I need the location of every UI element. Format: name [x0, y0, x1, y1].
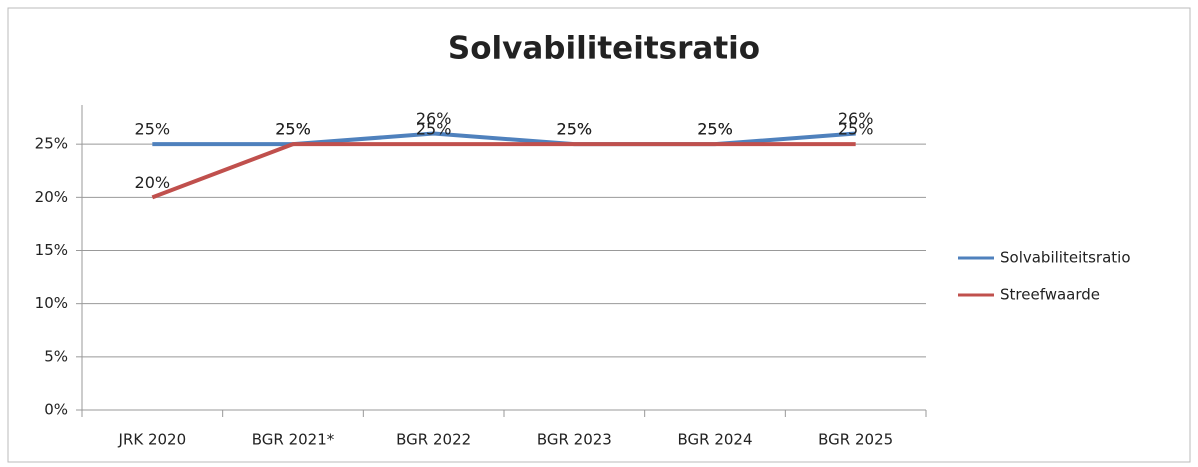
x-tick-label: BGR 2022 — [396, 431, 471, 449]
series-line — [151, 142, 856, 200]
y-tick-label: 20% — [35, 188, 68, 206]
data-label: 26% — [838, 109, 874, 128]
legend-label: Solvabiliteitsratio — [1000, 249, 1131, 267]
y-tick-label: 15% — [35, 241, 68, 259]
data-label: 25% — [697, 120, 733, 139]
x-tick-label: BGR 2024 — [677, 431, 752, 449]
chart-frame — [7, 7, 1191, 463]
x-tick-label: JRK 2020 — [118, 431, 187, 449]
legend-label: Streefwaarde — [1000, 286, 1100, 304]
data-label: 25% — [557, 120, 593, 139]
x-tick-label: BGR 2025 — [818, 431, 893, 449]
x-tick-label: BGR 2021* — [252, 431, 335, 449]
y-tick-label: 10% — [35, 294, 68, 312]
data-label: 25% — [275, 120, 311, 139]
y-tick-label: 5% — [44, 347, 68, 365]
y-tick-label: 25% — [35, 135, 68, 153]
data-label: 25% — [135, 120, 171, 139]
data-label: 25% — [557, 120, 593, 139]
y-tick-label: 0% — [44, 401, 68, 419]
data-label: 26% — [416, 109, 452, 128]
data-label: 25% — [697, 120, 733, 139]
data-label: 25% — [416, 120, 452, 139]
data-label: 20% — [135, 173, 171, 192]
data-label: 25% — [275, 120, 311, 139]
chart-title: Solvabiliteitsratio — [448, 31, 760, 67]
data-label: 25% — [838, 120, 874, 139]
x-tick-label: BGR 2023 — [537, 431, 612, 449]
